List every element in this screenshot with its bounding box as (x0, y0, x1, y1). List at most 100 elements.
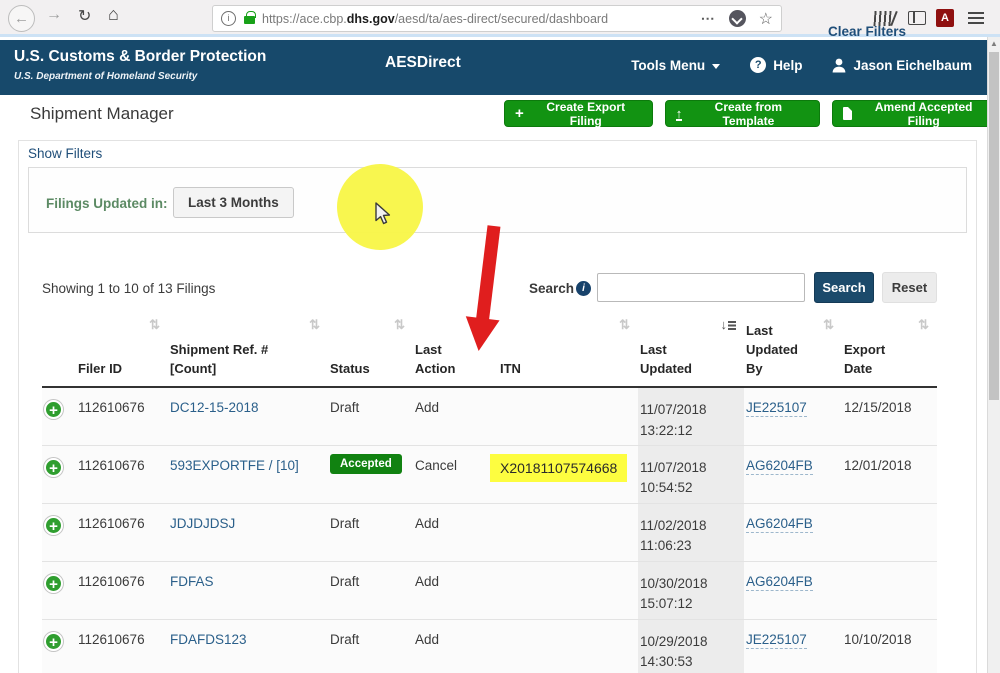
help-menu[interactable]: Help (750, 57, 802, 73)
last-updated-cell: 11/07/2018 13:22:12 (638, 387, 744, 446)
export-date-cell (842, 561, 937, 620)
last-action-cell: Add (413, 503, 498, 562)
updated-by-link[interactable]: JE225107 (746, 631, 807, 649)
status-cell: Draft (328, 619, 413, 673)
status-cell: Draft (328, 503, 413, 562)
header-export-date: ⇅ Export Date (842, 314, 937, 388)
last-action-cell: Cancel (413, 445, 498, 504)
app-title: AESDirect (385, 54, 461, 71)
menu-hamburger-icon[interactable] (968, 12, 984, 24)
create-from-template-label: Create from Template (714, 99, 783, 128)
back-icon[interactable]: ← (8, 5, 35, 32)
last-action-cell: Add (413, 387, 498, 446)
expand-row-icon[interactable] (44, 573, 63, 593)
url-bar[interactable]: i https://ace.cbp.dhs.gov/aesd/ta/aes-di… (212, 5, 782, 32)
shipment-ref-link[interactable]: JDJDJDSJ (170, 515, 236, 531)
filer-id-cell: 112610676 (76, 503, 168, 562)
table-row: 112610676 DC12-15-2018 Draft Add 11/07/2… (42, 387, 937, 446)
upload-icon (676, 107, 683, 121)
table-row: 112610676 JDJDJDSJ Draft Add 11/02/2018 … (42, 503, 937, 562)
user-menu[interactable]: Jason Eichelbaum (832, 58, 972, 73)
updated-by-link[interactable]: AG6204FB (746, 457, 813, 475)
help-icon (750, 57, 767, 73)
page-info-icon[interactable]: i (221, 11, 236, 26)
expand-row-icon[interactable] (44, 457, 63, 477)
tools-menu[interactable]: Tools Menu (631, 58, 721, 73)
shipment-ref-link[interactable]: DC12-15-2018 (170, 400, 259, 415)
adobe-pdf-icon[interactable] (936, 9, 954, 27)
red-arrow-annotation (465, 225, 501, 352)
updated-by-link[interactable]: AG6204FB (746, 515, 813, 533)
home-icon[interactable]: ⌂ (108, 4, 119, 24)
reload-icon[interactable]: ↻ (78, 8, 92, 25)
shipment-ref-link[interactable]: FDAFDS123 (170, 631, 247, 647)
create-export-filing-button[interactable]: Create Export Filing (504, 100, 653, 128)
export-date-cell: 12/01/2018 (842, 445, 937, 504)
expand-row-icon[interactable] (44, 515, 63, 535)
header-expand (42, 314, 76, 388)
date-range-button[interactable]: Last 3 Months (173, 187, 294, 218)
itn-cell (498, 387, 638, 446)
org-subtitle: U.S. Department of Homeland Security (14, 71, 198, 82)
table-row: 112610676 FDAFDS123 Draft Add 10/29/2018… (42, 619, 937, 673)
header-itn: ⇅ ITN (498, 314, 638, 388)
amend-accepted-filing-button[interactable]: Amend Accepted Filing (831, 99, 1000, 128)
itn-highlighted-value: X20181107574668 (490, 453, 628, 482)
last-updated-cell: 11/02/2018 11:06:23 (638, 503, 744, 562)
create-from-template-button[interactable]: Create from Template (664, 99, 820, 128)
bookmark-star-icon[interactable]: ☆ (758, 10, 773, 28)
url-text[interactable]: https://ace.cbp.dhs.gov/aesd/ta/aes-dire… (262, 12, 701, 26)
filings-updated-in-label: Filings Updated in: (46, 196, 168, 211)
pocket-icon[interactable] (728, 10, 746, 27)
filer-id-cell: 112610676 (76, 561, 168, 620)
ssl-lock-icon (244, 11, 256, 24)
expand-row-icon[interactable] (44, 400, 63, 419)
table-header-row: ⇅ Filer ID ⇅ Shipment Ref. # [Count] ⇅ S… (42, 314, 937, 388)
table-row: 112610676 593EXPORTFE / [10] Accepted Ca… (42, 445, 937, 504)
shipment-ref-link[interactable]: FDFAS (170, 573, 214, 589)
page-title: Shipment Manager (30, 104, 174, 123)
sort-icon[interactable]: ⇅ (149, 317, 160, 332)
user-name: Jason Eichelbaum (853, 57, 972, 73)
search-button[interactable]: Search (814, 272, 874, 303)
app-header: U.S. Customs & Border Protection U.S. De… (0, 40, 1000, 95)
results-count-text: Showing 1 to 10 of 13 Filings (42, 281, 216, 296)
plus-icon (515, 105, 524, 122)
scrollbar-thumb[interactable] (989, 52, 999, 400)
scroll-up-icon[interactable]: ▲ (990, 39, 998, 48)
search-label: Search (529, 281, 575, 296)
amend-accepted-filing-label: Amend Accepted Filing (874, 99, 973, 128)
itn-cell (498, 619, 638, 673)
browser-toolbar: ← → ↻ ⌂ i https://ace.cbp.dhs.gov/aesd/t… (0, 0, 1000, 37)
reset-button[interactable]: Reset (882, 272, 937, 303)
updated-by-link[interactable]: AG6204FB (746, 573, 813, 591)
itn-cell (498, 503, 638, 562)
org-title: U.S. Customs & Border Protection (14, 48, 267, 65)
expand-row-icon[interactable] (44, 631, 63, 651)
sort-desc-icon[interactable]: ↓ (721, 317, 736, 332)
sort-icon[interactable]: ⇅ (619, 317, 630, 332)
last-updated-cell: 10/30/2018 15:07:12 (638, 561, 744, 620)
url-path: /aesd/ta/aes-direct/secured/dashboard (394, 11, 609, 26)
mouse-cursor (375, 202, 391, 225)
search-info-icon[interactable] (576, 281, 591, 296)
url-domain: dhs.gov (346, 11, 395, 26)
sidebar-toggle-icon[interactable] (908, 11, 926, 25)
sort-icon[interactable]: ⇅ (918, 317, 929, 332)
filer-id-cell: 112610676 (76, 619, 168, 673)
filer-id-cell: 112610676 (76, 387, 168, 446)
updated-by-link[interactable]: JE225107 (746, 400, 807, 417)
search-input[interactable] (597, 273, 805, 302)
page-actions-icon[interactable]: ⋯ (700, 10, 716, 26)
status-cell: Draft (328, 561, 413, 620)
sort-icon[interactable]: ⇅ (394, 317, 405, 332)
sort-icon[interactable]: ⇅ (823, 317, 834, 332)
forward-icon[interactable]: → (46, 6, 62, 23)
show-filters-link[interactable]: Show Filters (28, 146, 103, 161)
export-date-cell: 12/15/2018 (842, 387, 937, 446)
clear-filters-link[interactable]: Clear Filters (827, 24, 906, 39)
shipment-ref-link[interactable]: 593EXPORTFE / [10] (170, 457, 299, 473)
sort-icon[interactable]: ⇅ (309, 317, 320, 332)
url-scheme: https://ace.cbp. (262, 11, 347, 26)
vertical-scrollbar[interactable]: ▲ (987, 37, 1000, 673)
